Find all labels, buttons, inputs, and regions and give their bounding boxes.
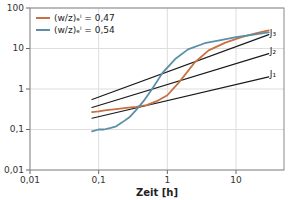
tick-x <box>98 170 99 174</box>
reference-line <box>92 35 269 100</box>
tick-label-x: 1 <box>164 175 170 185</box>
axes: 0,01 0,1 1 10 0,01 0,1 1 10 100 <box>4 3 284 186</box>
tick-label-y: 1 <box>18 84 24 94</box>
tick-label-x: 10 <box>230 175 242 185</box>
tick-x <box>167 170 168 174</box>
annotation: J₁ <box>269 69 277 79</box>
reference-line <box>92 77 269 118</box>
tick-x <box>236 170 237 174</box>
tick-label-x: 0,1 <box>92 175 106 185</box>
legend-label: (w/z)ₑⁱ = 0,47 <box>54 13 115 23</box>
tick-label-y: 10 <box>13 43 25 53</box>
tick-x <box>30 170 31 174</box>
series-line <box>92 30 269 112</box>
series-line <box>92 32 269 131</box>
tick-label-x: 0,01 <box>20 175 40 185</box>
grid-line-y <box>30 89 284 90</box>
tick-y <box>26 89 30 90</box>
legend-swatch <box>36 29 50 31</box>
annotation: J₂ <box>269 46 277 56</box>
tick-label-y: 0,01 <box>4 165 24 175</box>
grid-line-y <box>30 129 284 130</box>
x-axis-label: Zeit [h] <box>136 187 178 198</box>
tick-y <box>26 8 30 9</box>
tick-y <box>26 129 30 130</box>
tick-y <box>26 48 30 49</box>
grid <box>30 8 284 170</box>
plot-area <box>92 30 269 131</box>
annotation: J₃ <box>269 28 277 38</box>
legend: (w/z)ₑⁱ = 0,47 (w/z)ₑⁱ = 0,54 <box>36 13 115 35</box>
tick-label-y: 100 <box>7 3 24 13</box>
grid-line-y <box>30 48 284 49</box>
annotations: J₃ J₂ J₁ <box>269 28 277 79</box>
legend-label: (w/z)ₑⁱ = 0,54 <box>54 25 115 35</box>
tick-label-y: 0,1 <box>10 124 24 134</box>
tick-y <box>26 170 30 171</box>
plot-frame <box>30 8 284 170</box>
chart: 0,01 0,1 1 10 0,01 0,1 1 10 100 Zeit [h] J₃ J₂ J₁ (w/… <box>0 0 300 200</box>
legend-swatch <box>36 17 50 19</box>
